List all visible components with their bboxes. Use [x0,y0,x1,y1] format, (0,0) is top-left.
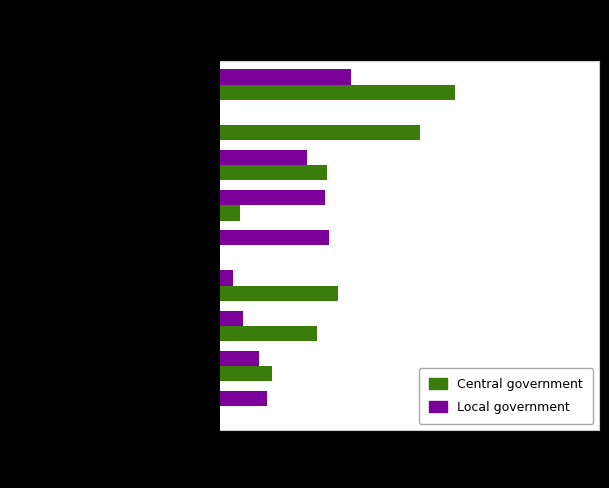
Bar [220,150,306,165]
Bar [220,205,240,221]
Bar [220,270,233,285]
Bar [220,391,267,407]
Bar [220,285,337,301]
Legend: Central government, Local government: Central government, Local government [418,368,593,424]
Bar [220,69,351,84]
Bar [220,366,272,381]
Bar [220,190,325,205]
Bar [220,125,420,140]
Bar [220,351,259,366]
Bar [220,230,329,245]
Bar [220,326,317,341]
Bar [220,310,243,326]
Bar [220,165,327,181]
Bar [220,84,455,100]
